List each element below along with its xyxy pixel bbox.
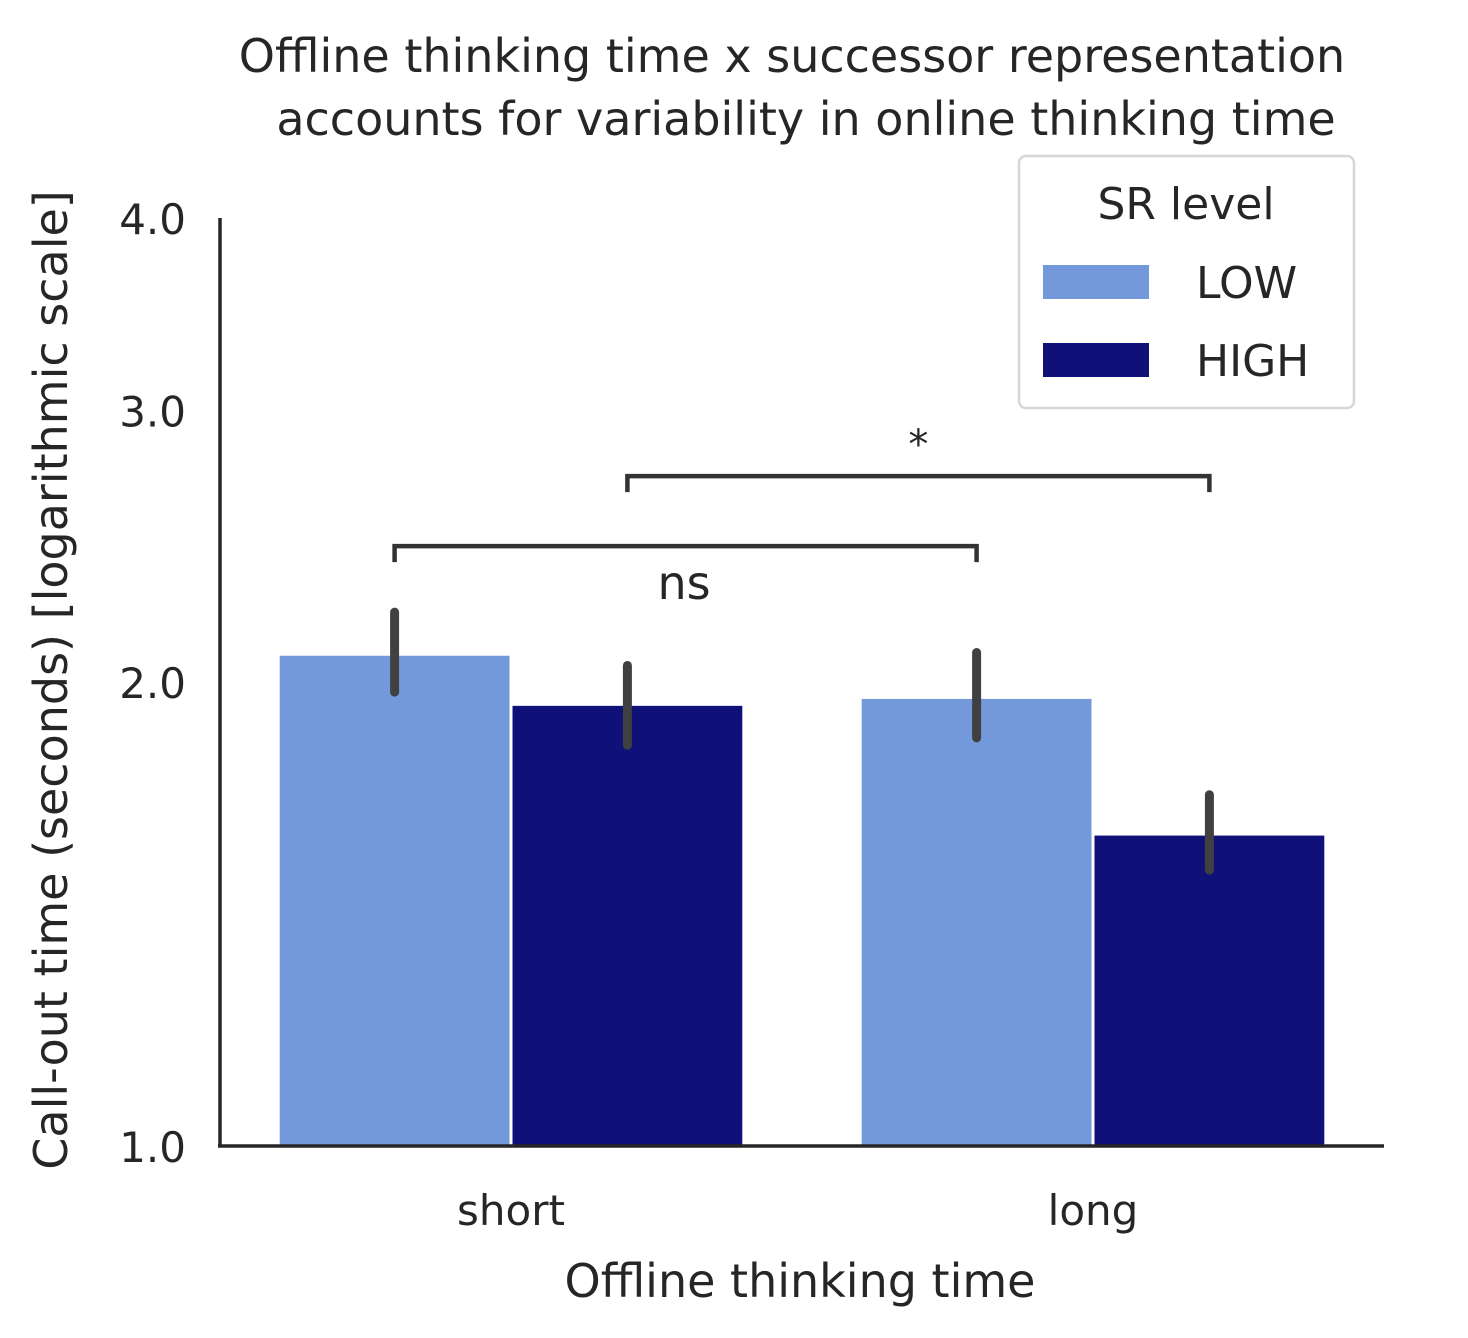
chart-title-line-2: accounts for variability in online think… [276,92,1335,146]
x-axis-label: Offline thinking time [565,1254,1036,1308]
bar-low-short [279,655,510,1146]
x-tick-label: long [1048,1186,1139,1235]
legend-label-high: HIGH [1196,336,1309,387]
legend-swatch-low [1043,265,1149,299]
legend: SR level LOW HIGH [1017,154,1356,410]
x-tick-labels: short long [457,1186,1138,1235]
error-bars-group [390,607,1214,875]
y-axis-label: Call-out time (seconds) [logarithmic sca… [24,190,78,1169]
bar-high-long [1094,835,1325,1146]
y-tick-label: 1.0 [119,1123,186,1172]
bar-low-long [861,698,1092,1146]
significance-label-0: ns [657,556,710,610]
significance-label-1: * [908,422,928,468]
bar-high-short [512,705,743,1146]
legend-label-low: LOW [1196,258,1297,309]
x-tick-label: short [457,1186,565,1235]
y-tick-labels: 1.0 2.0 3.0 4.0 [119,195,186,1172]
legend-swatch-high [1043,343,1149,377]
bars-group [279,655,1325,1146]
significance-bracket-1 [625,473,1212,493]
legend-title: SR level [1097,179,1274,230]
chart-title-line-1: Offline thinking time x successor repres… [239,29,1345,83]
y-tick-label: 3.0 [119,388,186,437]
significance-annotations: ns * [392,422,1212,610]
y-tick-label: 2.0 [119,659,186,708]
significance-bracket-0 [392,543,979,563]
y-tick-label: 4.0 [119,195,186,244]
